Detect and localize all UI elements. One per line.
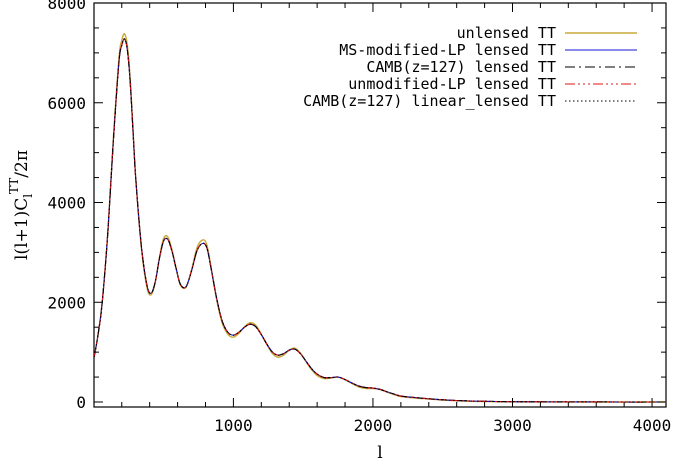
legend-label: unlensed TT [457, 24, 556, 42]
y-tick-label: 8000 [47, 0, 86, 13]
y-tick-label: 2000 [47, 293, 86, 312]
ticks-layer: 1000 2000 3000 4000 0 2000 4000 6000 8000 [47, 0, 671, 435]
x-tick-label: 1000 [214, 416, 253, 435]
series-layer [94, 33, 666, 403]
y-tick-label: 4000 [47, 194, 86, 213]
legend-label: CAMB(z=127) lensed TT [366, 58, 556, 76]
y-tick-label: 6000 [47, 94, 86, 113]
legend-label: unmodified-LP lensed TT [348, 75, 556, 93]
x-tick-label: 3000 [493, 416, 532, 435]
plot-frame [93, 2, 667, 408]
series-line-5 [94, 38, 666, 403]
x-tick-label: 2000 [354, 416, 393, 435]
y-axis-label: l(l+1)ClTT/2π [7, 150, 35, 260]
legend-label: CAMB(z=127) linear_lensed TT [303, 92, 556, 110]
x-axis-label: l [377, 443, 382, 463]
y-tick-label: 0 [76, 393, 86, 412]
x-tick-label: 4000 [633, 416, 672, 435]
legend-label: MS-modified-LP lensed TT [339, 41, 556, 59]
